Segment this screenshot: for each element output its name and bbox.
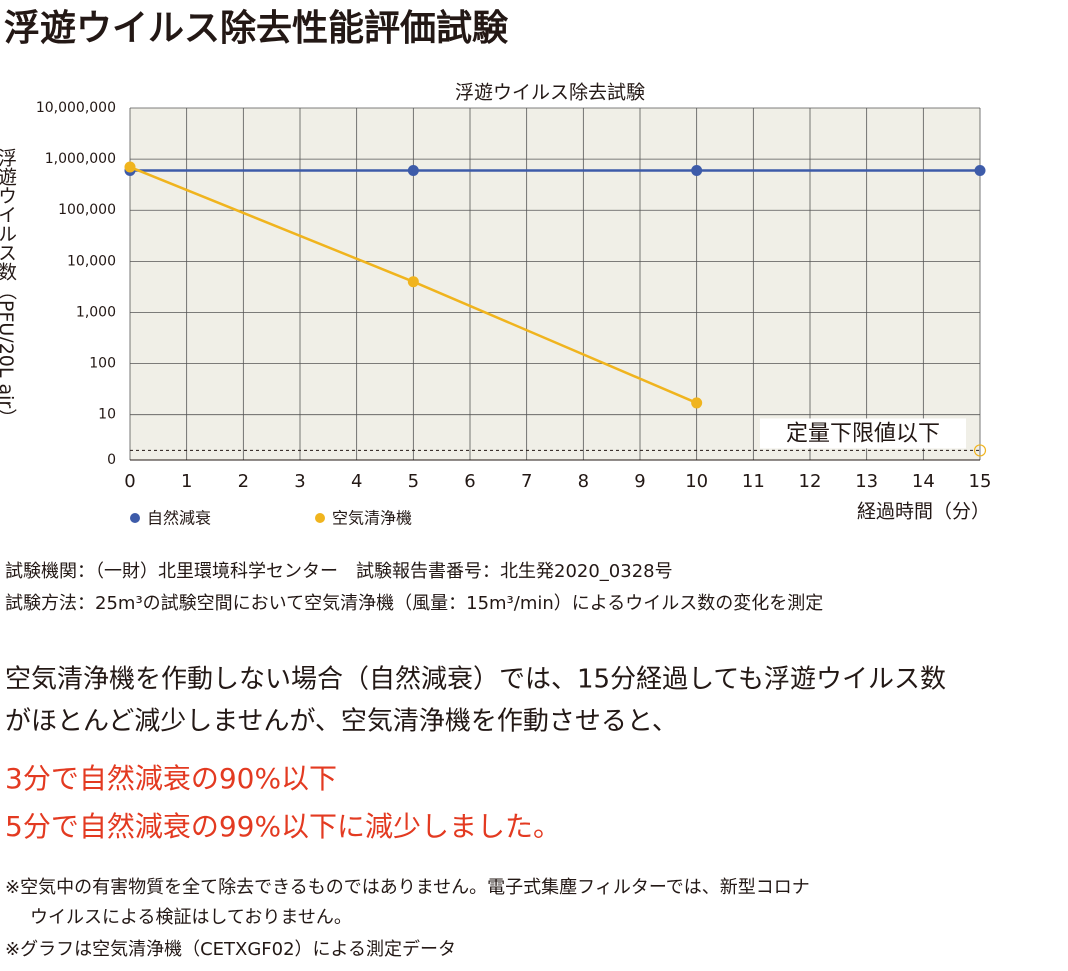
footnote: ※グラフは空気清浄機（CETXGF02）による測定データ [5,939,456,960]
legend-label: 空気清浄機 [332,509,412,528]
x-tick-label: 5 [408,471,419,492]
x-tick-label: 3 [294,471,305,492]
y-tick-label: 1,000,000 [45,151,116,167]
plot-background [130,108,980,460]
y-axis-label: 浮遊ウイルス数（PFU/20L air） [0,148,17,428]
info-line: 試験方法：25m³の試験空間において空気清浄機（風量：15m³/min）によるウ… [5,593,823,614]
x-axis-label: 経過時間（分） [857,501,990,523]
y-tick-label: 10 [98,407,116,423]
x-tick-label: 0 [124,471,135,492]
x-tick-label: 14 [912,471,935,492]
legend-marker [130,513,140,523]
x-tick-label: 15 [969,471,992,492]
x-tick-label: 7 [521,471,532,492]
x-tick-label: 4 [351,471,362,492]
data-point [407,276,419,288]
footnote: ※空気中の有害物質を全て除去できるものではありません。電子式集塵フィルターでは、… [5,877,810,898]
data-point [691,164,703,176]
y-tick-label: 0 [107,452,116,468]
x-tick-label: 12 [799,471,822,492]
data-point [691,397,703,409]
info-line: 試験機関：（一財）北里環境科学センター 試験報告書番号：北生発2020_0328… [5,561,673,582]
x-tick-label: 10 [685,471,708,492]
data-point [124,161,136,173]
below-limit-marker [973,444,987,457]
data-point [974,164,986,176]
summary-line: 空気清浄機を作動しない場合（自然減衰）では、15分経過しても浮遊ウイルス数 [5,665,946,695]
summary-line: がほとんど減少しませんが、空気清浄機を作動させると、 [5,707,678,737]
highlight-line: 3分で自然減衰の90%以下 [5,762,337,795]
x-tick-label: 9 [634,471,645,492]
chart-title: 浮遊ウイルス除去試験 [455,82,645,104]
y-tick-label: 1,000 [76,304,116,320]
y-tick-label: 10,000 [67,253,116,269]
x-tick-label: 8 [578,471,589,492]
x-tick-label: 6 [464,471,475,492]
highlight-line: 5分で自然減衰の99%以下に減少しました。 [5,810,561,843]
page-title: 浮遊ウイルス除去性能評価試験 [4,8,509,49]
y-tick-label: 10,000,000 [36,100,116,116]
y-tick-label: 100 [89,356,116,372]
detection-label: 定量下限値以下 [786,421,940,446]
legend-marker [315,513,325,523]
footnote: ウイルスによる検証はしておりません。 [30,907,352,928]
data-point [407,164,419,176]
y-tick-label: 100,000 [58,202,116,218]
x-tick-label: 2 [238,471,249,492]
legend-label: 自然減衰 [147,509,211,528]
x-tick-label: 13 [855,471,878,492]
detection-label-bg [760,418,966,449]
x-tick-label: 1 [181,471,192,492]
x-tick-label: 11 [742,471,765,492]
